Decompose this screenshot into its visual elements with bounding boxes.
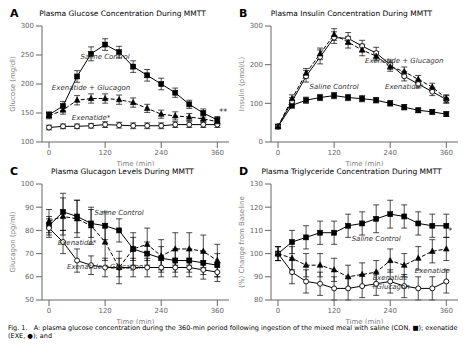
svg-text:Exenatide+Glucagon: Exenatide+Glucagon [371, 274, 410, 290]
svg-text:Saline Control: Saline Control [95, 209, 144, 217]
svg-text:120: 120 [327, 149, 340, 157]
svg-text:Time (min): Time (min) [115, 318, 154, 324]
svg-text:Time (min): Time (min) [115, 160, 154, 166]
svg-text:50: 50 [25, 296, 34, 304]
svg-text:120: 120 [250, 204, 263, 212]
svg-text:Exenatide + Glucagon: Exenatide + Glucagon [365, 57, 443, 65]
svg-text:Insulin (pmol/L): Insulin (pmol/L) [238, 57, 246, 112]
svg-text:90: 90 [25, 204, 34, 212]
svg-text:130: 130 [250, 180, 263, 188]
html-text:D: D [239, 165, 249, 178]
html-text:Plasma Glucagon Levels During: Plasma Glucagon Levels During MMTT [51, 167, 194, 176]
svg-text:240: 240 [155, 307, 168, 315]
svg-text:100: 100 [21, 180, 34, 188]
svg-text:120: 120 [98, 149, 111, 157]
svg-text:240: 240 [384, 307, 397, 315]
svg-text:Saline Control: Saline Control [81, 53, 130, 61]
svg-text:360: 360 [440, 307, 453, 315]
html-text:Fig. 1. A: plasma glucose conc: Fig. 1. A: plasma glucose concentration … [8, 324, 460, 340]
svg-text:200: 200 [250, 61, 263, 69]
svg-text:200: 200 [21, 80, 34, 88]
svg-text:70: 70 [25, 250, 34, 258]
svg-text:240: 240 [155, 149, 168, 157]
svg-text:0: 0 [47, 307, 51, 315]
svg-text:0: 0 [47, 149, 51, 157]
html-text:Plasma Glucose Concentration D: Plasma Glucose Concentration During MMTT [39, 9, 206, 18]
html-text:Plasma Triglyceride Concentrat: Plasma Triglyceride Concentration During… [261, 167, 442, 176]
svg-text:110: 110 [250, 227, 263, 235]
svg-text:360: 360 [211, 149, 224, 157]
svg-text:Exenatide: Exenatide [415, 267, 450, 275]
svg-text:Exenatide + Glucagon: Exenatide + Glucagon [52, 84, 130, 92]
svg-text:100: 100 [250, 250, 263, 258]
svg-text:Exenatide*: Exenatide* [72, 114, 111, 122]
svg-text:Glucose (mg/dl): Glucose (mg/dl) [9, 56, 17, 112]
svg-text:0: 0 [276, 149, 280, 157]
svg-text:120: 120 [327, 307, 340, 315]
svg-text:360: 360 [211, 307, 224, 315]
svg-text:Exenatide +Glucagon: Exenatide +Glucagon [67, 263, 143, 271]
svg-text:Saline Control: Saline Control [352, 235, 401, 243]
svg-text:300: 300 [250, 22, 263, 30]
svg-text:*: * [448, 227, 452, 236]
svg-text:100: 100 [21, 138, 34, 146]
svg-text:Exenatide*: Exenatide* [58, 239, 97, 247]
svg-text:150: 150 [21, 109, 34, 117]
svg-text:0: 0 [259, 138, 263, 146]
svg-text:80: 80 [254, 296, 263, 304]
svg-text:**: ** [219, 108, 227, 117]
svg-text:0: 0 [276, 307, 280, 315]
svg-text:300: 300 [21, 22, 34, 30]
svg-text:Glucagon (pg/ml): Glucagon (pg/ml) [9, 211, 17, 272]
svg-text:120: 120 [98, 307, 111, 315]
html-text:B: B [239, 7, 248, 20]
svg-text:Time (min): Time (min) [344, 318, 383, 324]
svg-text:Saline Control: Saline Control [310, 83, 359, 91]
svg-text:60: 60 [25, 273, 34, 281]
svg-text:240: 240 [384, 149, 397, 157]
svg-text:(%) Change from Baseline: (%) Change from Baseline [238, 196, 246, 288]
svg-text:250: 250 [21, 51, 34, 59]
html-text:Plasma Insulin Concentration D: Plasma Insulin Concentration During MMTT [270, 9, 433, 18]
svg-text:80: 80 [25, 227, 34, 235]
html-text:C: C [10, 165, 19, 178]
svg-text:360: 360 [440, 149, 453, 157]
svg-text:90: 90 [254, 273, 263, 281]
svg-text:100: 100 [250, 100, 263, 108]
svg-text:Exenatide*: Exenatide* [385, 83, 424, 91]
svg-text:Time (min): Time (min) [344, 160, 383, 166]
html-text:A: A [10, 7, 19, 20]
